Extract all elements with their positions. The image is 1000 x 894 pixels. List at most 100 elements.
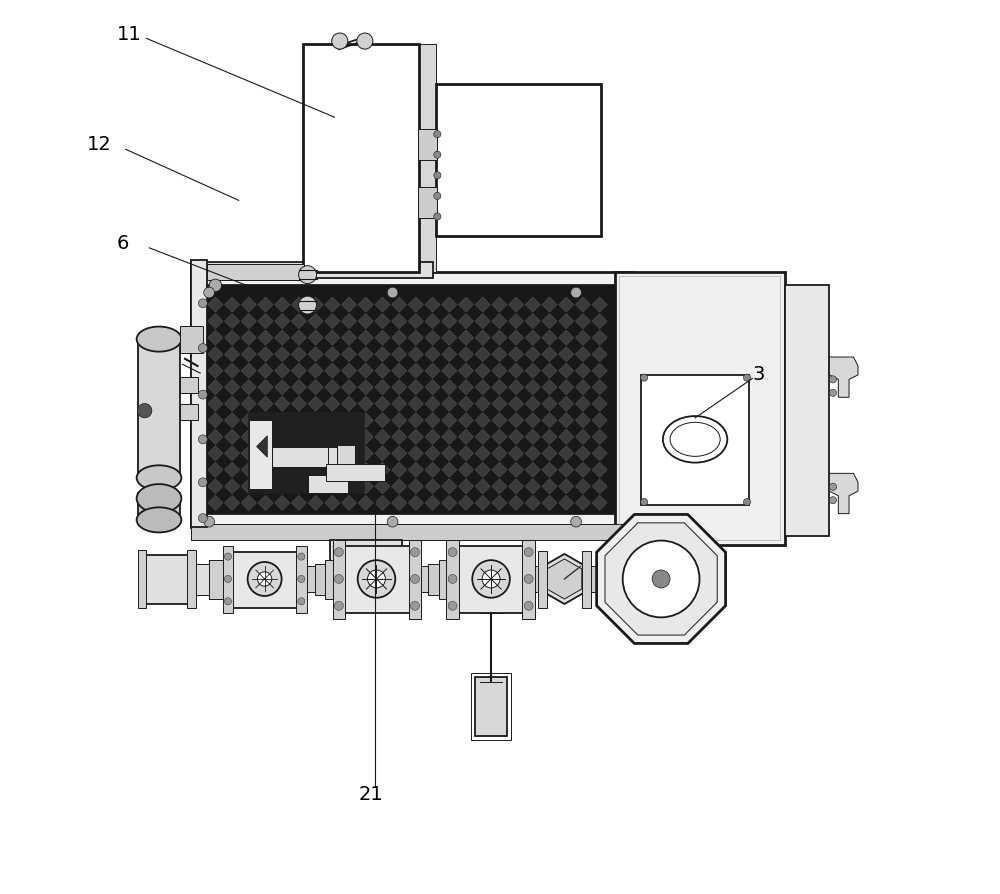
Polygon shape — [392, 331, 407, 346]
Polygon shape — [509, 364, 524, 379]
Polygon shape — [425, 380, 440, 395]
Polygon shape — [224, 347, 240, 362]
Polygon shape — [425, 331, 440, 346]
Polygon shape — [559, 446, 574, 461]
Polygon shape — [442, 380, 457, 395]
Bar — [228, 552, 301, 608]
Bar — [418, 45, 436, 273]
Polygon shape — [275, 298, 290, 313]
Polygon shape — [358, 347, 373, 362]
Circle shape — [387, 517, 398, 527]
Polygon shape — [425, 347, 440, 362]
Circle shape — [482, 570, 500, 588]
Polygon shape — [575, 479, 591, 494]
Polygon shape — [559, 298, 574, 313]
Bar — [138, 340, 180, 478]
Polygon shape — [291, 298, 307, 313]
Polygon shape — [258, 430, 273, 445]
Polygon shape — [392, 380, 407, 395]
Bar — [615, 273, 785, 545]
Polygon shape — [341, 446, 357, 461]
Circle shape — [434, 173, 441, 180]
Polygon shape — [408, 314, 423, 329]
Bar — [439, 561, 453, 599]
Bar — [614, 560, 627, 599]
Polygon shape — [542, 380, 557, 395]
Polygon shape — [442, 397, 457, 412]
Circle shape — [257, 572, 272, 586]
Polygon shape — [375, 446, 390, 461]
Polygon shape — [542, 397, 557, 412]
Polygon shape — [575, 430, 591, 445]
Polygon shape — [442, 446, 457, 461]
Circle shape — [411, 575, 419, 584]
Polygon shape — [375, 364, 390, 379]
Text: 12: 12 — [87, 135, 111, 155]
Polygon shape — [575, 495, 591, 511]
Polygon shape — [358, 413, 373, 428]
Polygon shape — [408, 397, 423, 412]
Polygon shape — [392, 298, 407, 313]
Polygon shape — [224, 314, 240, 329]
Bar — [418, 130, 437, 161]
Polygon shape — [325, 364, 340, 379]
Polygon shape — [592, 380, 607, 395]
Polygon shape — [542, 298, 557, 313]
Polygon shape — [258, 397, 273, 412]
Polygon shape — [241, 364, 256, 379]
Polygon shape — [208, 446, 223, 461]
Polygon shape — [542, 364, 557, 379]
Polygon shape — [492, 430, 507, 445]
Circle shape — [334, 602, 343, 611]
Polygon shape — [208, 314, 223, 329]
Polygon shape — [492, 413, 507, 428]
Circle shape — [204, 288, 214, 299]
Polygon shape — [375, 463, 390, 478]
Circle shape — [829, 484, 837, 491]
Bar — [207, 265, 304, 281]
Ellipse shape — [137, 485, 181, 513]
Polygon shape — [224, 413, 240, 428]
Polygon shape — [275, 430, 290, 445]
Bar — [446, 541, 459, 620]
Polygon shape — [341, 380, 357, 395]
Circle shape — [829, 376, 837, 384]
Polygon shape — [458, 430, 474, 445]
Polygon shape — [458, 347, 474, 362]
Polygon shape — [829, 474, 858, 514]
Polygon shape — [208, 430, 223, 445]
Polygon shape — [308, 314, 323, 329]
Bar — [785, 286, 829, 536]
Polygon shape — [308, 463, 323, 478]
Polygon shape — [509, 380, 524, 395]
Polygon shape — [308, 364, 323, 379]
Bar — [301, 566, 317, 593]
Bar — [315, 564, 328, 595]
Polygon shape — [525, 331, 540, 346]
Bar — [666, 541, 710, 559]
Polygon shape — [492, 446, 507, 461]
Polygon shape — [258, 380, 273, 395]
Polygon shape — [509, 314, 524, 329]
Polygon shape — [509, 331, 524, 346]
Polygon shape — [375, 347, 390, 362]
Polygon shape — [525, 413, 540, 428]
Polygon shape — [208, 479, 223, 494]
Polygon shape — [275, 413, 290, 428]
Polygon shape — [325, 495, 340, 511]
Text: 3: 3 — [752, 364, 765, 384]
Polygon shape — [592, 347, 607, 362]
Polygon shape — [258, 314, 273, 329]
Polygon shape — [275, 347, 290, 362]
Polygon shape — [458, 331, 474, 346]
Bar — [272, 448, 339, 468]
Circle shape — [524, 548, 533, 557]
Polygon shape — [241, 397, 256, 412]
Polygon shape — [525, 463, 540, 478]
Polygon shape — [525, 347, 540, 362]
Polygon shape — [525, 380, 540, 395]
Polygon shape — [492, 463, 507, 478]
Polygon shape — [458, 314, 474, 329]
Circle shape — [434, 152, 441, 159]
Polygon shape — [208, 380, 223, 395]
